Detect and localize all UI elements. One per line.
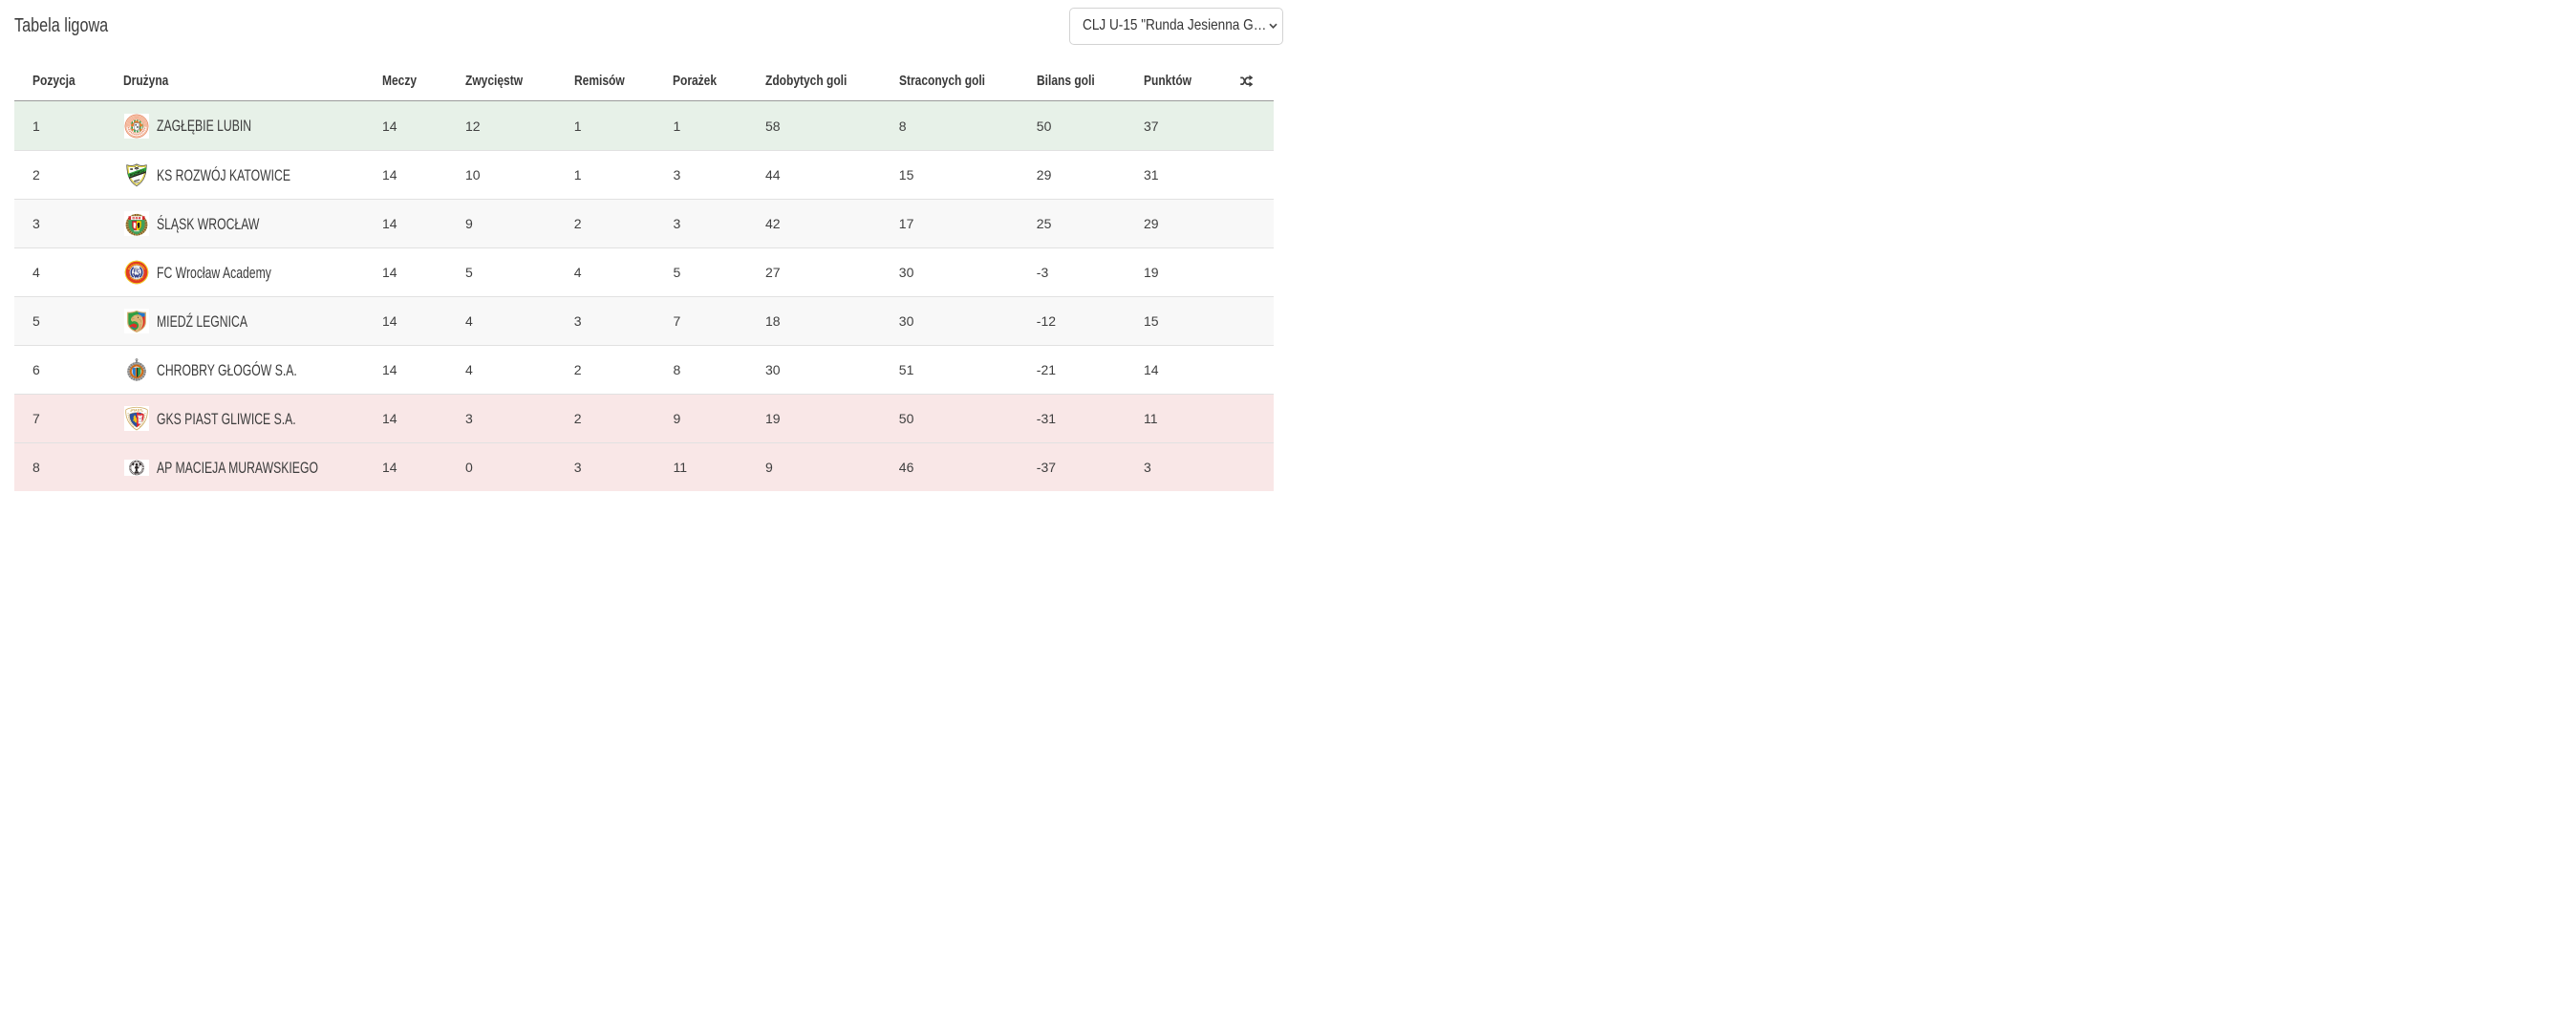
svg-text:PIAST: PIAST xyxy=(131,408,142,412)
svg-text:ROZWÓJ: ROZWÓJ xyxy=(129,168,145,178)
svg-text:FC: FC xyxy=(134,268,140,274)
